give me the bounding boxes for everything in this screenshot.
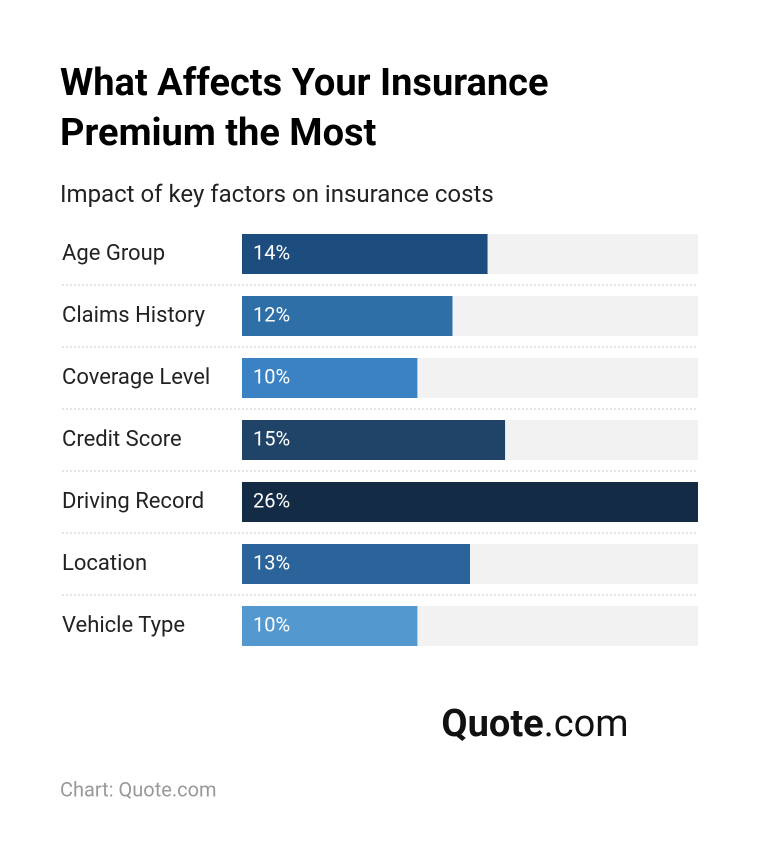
- bar: [242, 296, 453, 336]
- value-label: 14%: [253, 240, 290, 264]
- logo-bold: Quote: [441, 702, 543, 746]
- category-label: Coverage Level: [62, 365, 210, 390]
- category-label: Location: [62, 551, 147, 576]
- bar: [242, 544, 470, 584]
- value-label: 10%: [253, 612, 290, 636]
- source: Chart: Quote.com: [60, 777, 217, 801]
- bar: [242, 482, 698, 522]
- category-label: Vehicle Type: [62, 613, 185, 638]
- chart-title: What Affects Your Insurance Premium the …: [60, 61, 549, 155]
- category-label: Driving Record: [62, 489, 204, 514]
- category-label: Credit Score: [62, 427, 182, 452]
- category-label: Age Group: [62, 241, 165, 266]
- logo-regular: .com: [544, 702, 629, 746]
- bar: [242, 358, 418, 398]
- bar: [242, 420, 506, 460]
- logo: Quote.com: [441, 702, 628, 746]
- value-label: 13%: [253, 550, 290, 574]
- value-label: 26%: [253, 488, 290, 512]
- value-label: 12%: [253, 302, 290, 326]
- value-label: 15%: [253, 426, 290, 450]
- category-label: Claims History: [62, 303, 206, 328]
- value-label: 10%: [253, 364, 290, 388]
- bar: [242, 234, 488, 274]
- bar: [242, 606, 418, 646]
- chart-subtitle: Impact of key factors on insurance costs: [60, 180, 494, 208]
